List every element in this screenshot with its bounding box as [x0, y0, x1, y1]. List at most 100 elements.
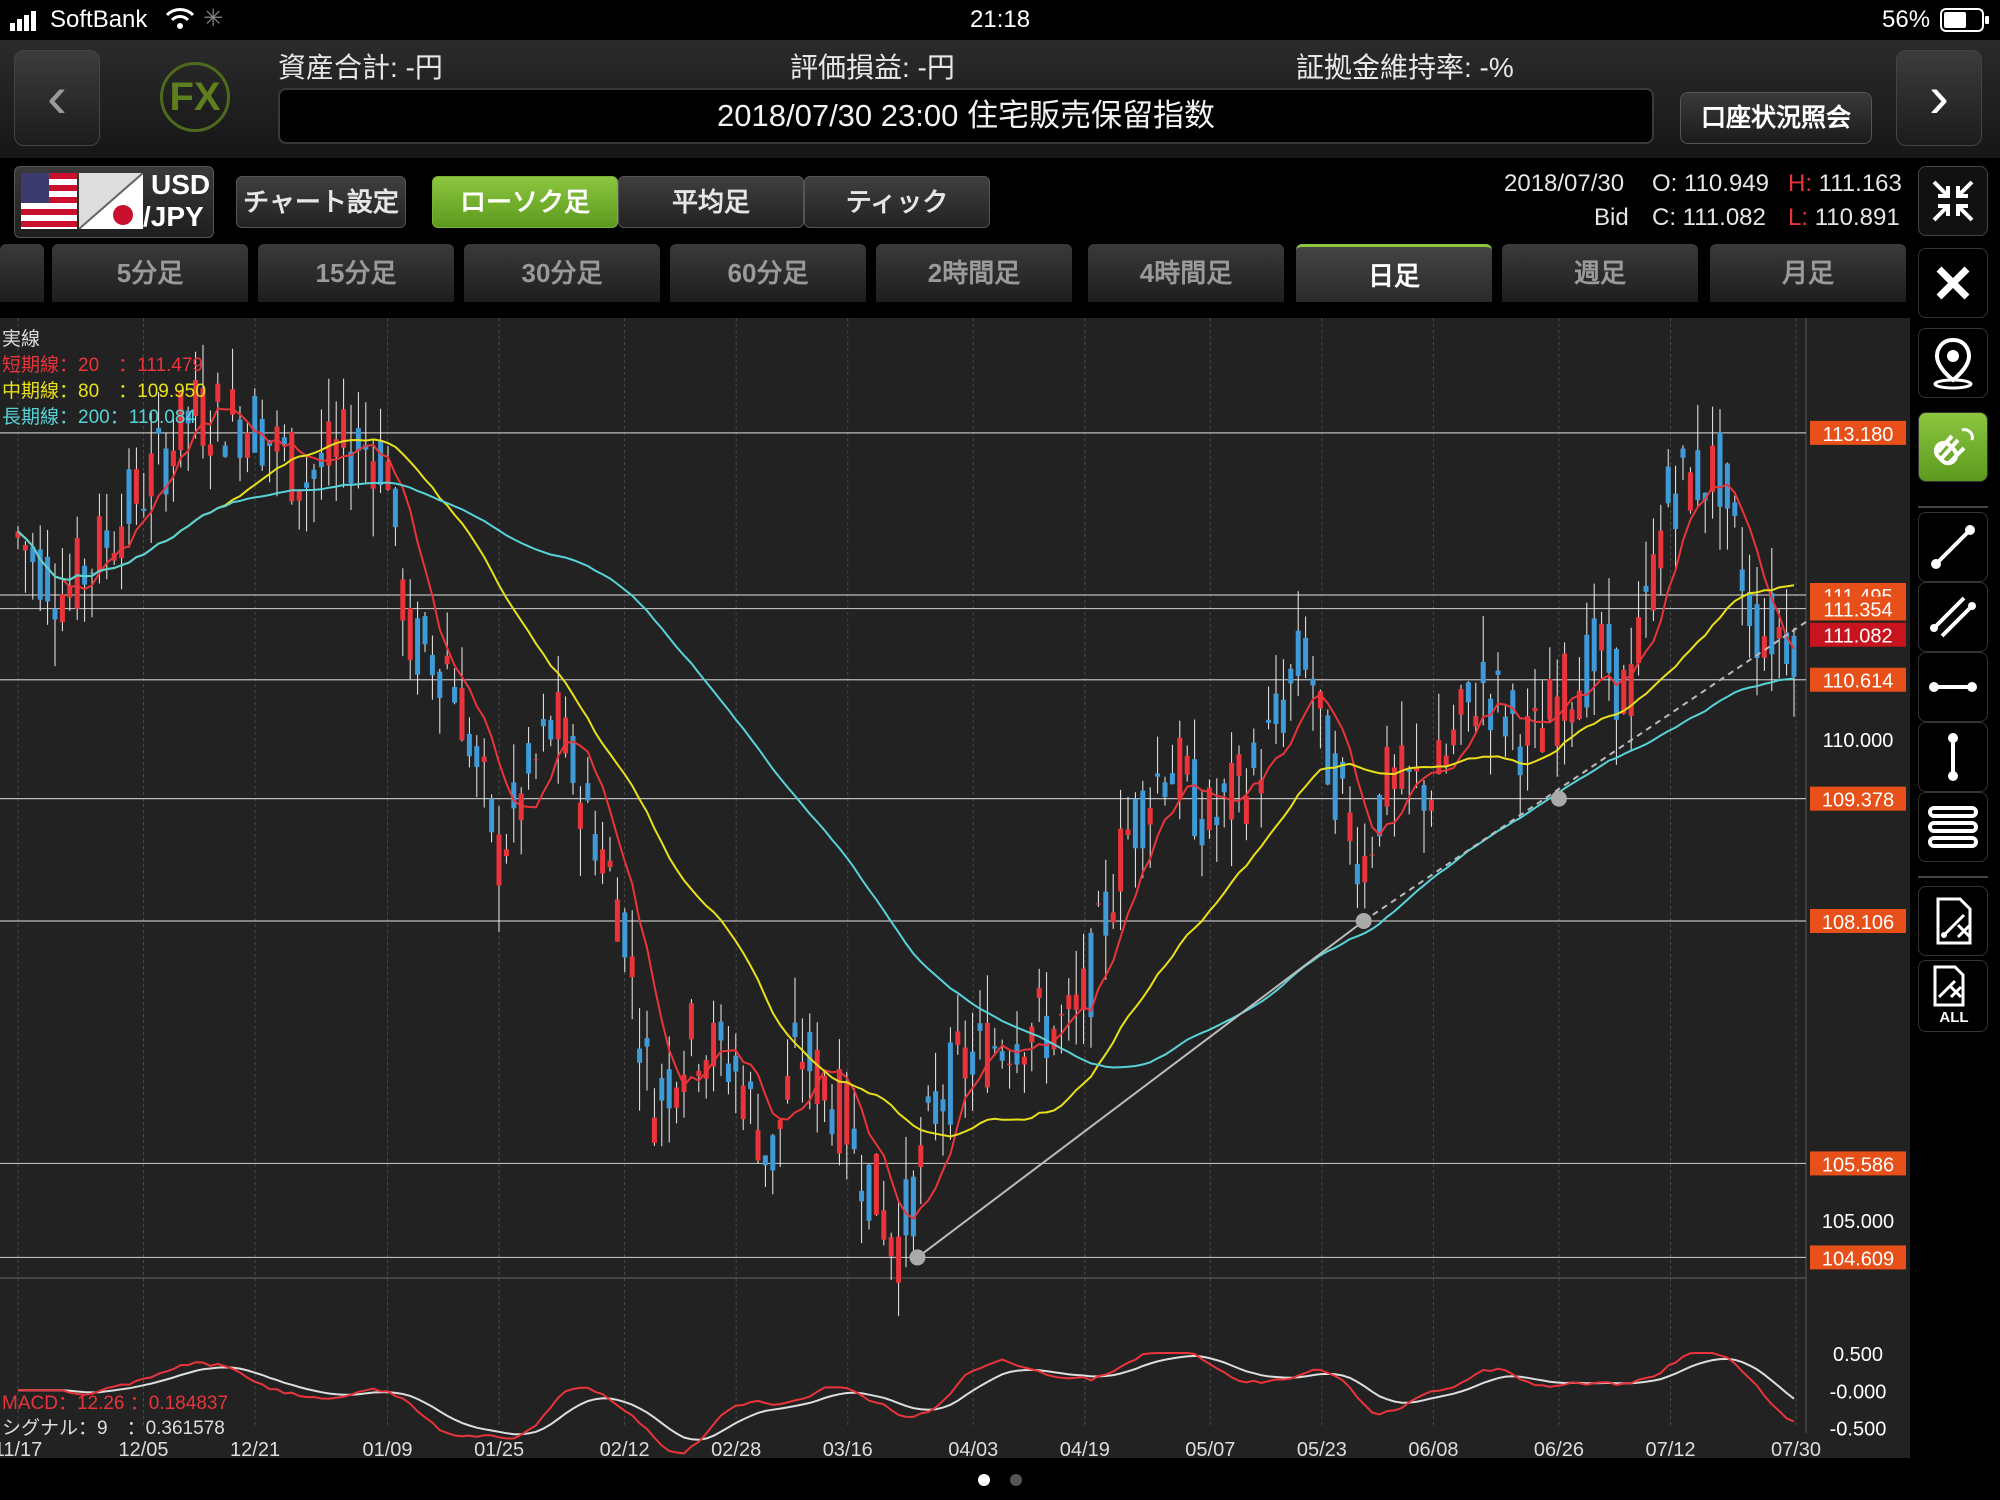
candle-body	[807, 1031, 813, 1072]
legend-title: 実線	[2, 329, 41, 350]
signal-line	[18, 1354, 1795, 1441]
candle-body	[1650, 554, 1656, 611]
next-button[interactable]: ›	[1896, 50, 1982, 146]
parallel-lines-tool-button[interactable]	[1918, 582, 1988, 652]
tab-candlestick[interactable]: ローソク足	[432, 176, 618, 228]
candle-body	[1554, 696, 1560, 747]
candle-body	[1436, 740, 1442, 775]
candle-body	[126, 469, 132, 524]
channel-icon	[1928, 806, 1978, 848]
fullscreen-button[interactable]	[1918, 166, 1988, 236]
price-tag-label: 113.180	[1823, 424, 1894, 446]
candle-body	[1140, 790, 1146, 849]
price-tag-label: 110.614	[1823, 671, 1894, 693]
tab-tick[interactable]: ティック	[804, 176, 990, 228]
candle-body	[1199, 819, 1205, 846]
candle-body	[637, 1048, 643, 1063]
tab-monthly[interactable]: 月足	[1710, 244, 1906, 302]
candle-body	[437, 671, 443, 698]
candle-body	[296, 490, 302, 501]
page-dot-active[interactable]	[978, 1474, 990, 1486]
candle-body	[1258, 779, 1264, 794]
tab-2hour[interactable]: 2時間足	[876, 244, 1072, 302]
account-status-button[interactable]: 口座状況照会	[1680, 92, 1872, 144]
magnet-tool-button[interactable]	[1918, 412, 1988, 482]
candle-body	[222, 445, 228, 457]
chart-settings-button[interactable]: チャート設定	[236, 176, 406, 228]
activity-icon: ✳	[203, 5, 224, 32]
candle-body	[67, 586, 73, 598]
candle-body	[1776, 626, 1782, 639]
vertical-line-tool-button[interactable]	[1918, 722, 1988, 792]
delete-all-button[interactable]: ALL	[1918, 960, 1988, 1032]
candle-body	[333, 439, 339, 457]
price-tag-bg	[1810, 420, 1906, 445]
candle-body	[718, 1021, 724, 1041]
candle-body	[1110, 912, 1116, 923]
price-tag-label: 111.354	[1823, 600, 1892, 622]
candle-body	[866, 1164, 872, 1221]
candle-body	[37, 549, 43, 600]
price-chart[interactable]: 11/17 12/05 12/21 01/09 01/25 02/12 02/28 03/16…	[0, 318, 1910, 1478]
pin-tool-button[interactable]	[1918, 328, 1988, 398]
delete-drawing-button[interactable]	[1918, 886, 1988, 956]
candle-body	[770, 1135, 776, 1171]
candle-body	[30, 546, 36, 563]
candle-body	[1007, 1063, 1013, 1066]
tab-60min[interactable]: 60分足	[670, 244, 866, 302]
tab-15min[interactable]: 15分足	[258, 244, 454, 302]
line-tool-button[interactable]	[1918, 512, 1988, 582]
price-scale-label: 110.000	[1823, 730, 1894, 752]
price-scale-label: 105.000	[1822, 1211, 1894, 1233]
tab-weekly[interactable]: 週足	[1502, 244, 1698, 302]
channel-tool-button[interactable]	[1918, 792, 1988, 862]
candle-body	[45, 556, 51, 602]
prev-button[interactable]: ‹	[14, 50, 100, 146]
trendline-anchor	[1550, 790, 1567, 807]
close-tool-button[interactable]	[1918, 248, 1988, 318]
candle-body	[829, 1109, 835, 1135]
candle-body	[178, 390, 184, 451]
tab-4hour[interactable]: 4時間足	[1088, 244, 1284, 302]
ohlc-close: C: 111.082	[1652, 204, 1766, 231]
candle-body	[614, 899, 620, 942]
candle-body	[1628, 664, 1634, 716]
candle-body	[1066, 995, 1072, 1009]
candle-body	[230, 389, 236, 415]
candle-body	[785, 1076, 791, 1100]
candle-body	[207, 444, 213, 456]
candle-body	[1747, 591, 1753, 626]
horizontal-line-tool-button[interactable]	[1918, 652, 1988, 722]
candle-body	[1021, 1056, 1027, 1065]
legend-mid-ma: 中期線：80 ：109.950	[2, 381, 206, 402]
candle-body	[289, 431, 295, 502]
candle-body	[622, 912, 628, 958]
fx-logo: FX	[160, 62, 230, 132]
line-icon	[1931, 525, 1975, 569]
tab-daily[interactable]: 日足	[1296, 244, 1492, 302]
news-ticker[interactable]: 2018/07/30 23:00 住宅販売保留指数	[278, 88, 1654, 144]
price-tag-label: 105.586	[1822, 1154, 1894, 1176]
tab-30min[interactable]: 30分足	[464, 244, 660, 302]
trendline-anchor	[909, 1249, 926, 1266]
x-tick-label: 04/03	[948, 1439, 998, 1461]
candle-body	[1132, 798, 1138, 849]
chart-canvas[interactable]: 11/17 12/05 12/21 01/09 01/25 02/12 02/28 03/16…	[0, 318, 1910, 1478]
tab-5min[interactable]: 5分足	[52, 244, 248, 302]
candle-body	[910, 1176, 916, 1237]
candle-body	[792, 1022, 798, 1038]
candle-body	[341, 409, 347, 448]
currency-pair-button[interactable]: USD /JPY	[14, 166, 214, 238]
candle-body	[348, 451, 354, 484]
candle-body	[1288, 668, 1294, 684]
x-tick-label: 11/17	[0, 1439, 42, 1461]
page-dot[interactable]	[1010, 1474, 1022, 1486]
candle-body	[170, 450, 176, 467]
candle-body	[311, 469, 317, 479]
short-ma-line	[17, 407, 1795, 1220]
candle-body	[1673, 493, 1679, 529]
candle-body	[1377, 795, 1383, 837]
tab-heikin-ashi[interactable]: 平均足	[618, 176, 804, 228]
candle-body	[1229, 762, 1235, 820]
candle-body	[651, 1117, 657, 1143]
